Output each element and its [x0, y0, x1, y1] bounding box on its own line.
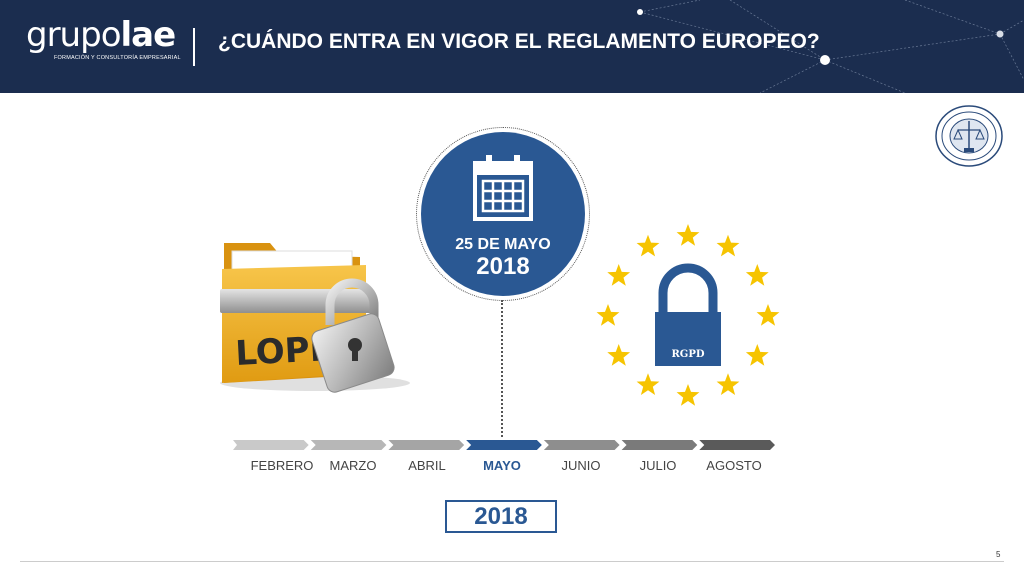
- timeline-segment: [310, 440, 387, 450]
- seal-icon: [935, 105, 1003, 167]
- eu-star: [676, 384, 700, 406]
- logo-thin-text: grupo: [26, 15, 121, 55]
- timeline-segment: [543, 440, 620, 450]
- month-marzo: MARZO: [329, 458, 377, 473]
- badge-date-text: 25 DE MAYO: [455, 236, 551, 253]
- eu-star: [607, 344, 631, 366]
- month-febrero: FEBRERO: [250, 458, 314, 473]
- eu-star: [745, 264, 769, 286]
- timeline-segment: [233, 440, 309, 450]
- eu-star: [636, 234, 660, 257]
- eu-star: [745, 344, 769, 366]
- logo-wordmark: grupolae: [26, 16, 181, 54]
- badge-year-text: 2018: [476, 253, 530, 280]
- timeline-segment: [699, 440, 775, 450]
- eu-star: [756, 304, 780, 326]
- month-julio: JULIO: [639, 458, 677, 473]
- eu-star: [716, 234, 740, 257]
- timeline-segment: [388, 440, 465, 450]
- month-mayo: MAYO: [483, 458, 521, 473]
- date-badge: 25 DE MAYO 2018: [416, 127, 590, 301]
- page-title: ¿CUÁNDO ENTRA EN VIGOR EL REGLAMENTO EUR…: [218, 30, 820, 53]
- timeline-segment: [621, 440, 698, 450]
- rgpd-label: RGPD: [671, 349, 704, 360]
- eu-stars-icon: [596, 224, 780, 406]
- eu-star: [607, 264, 631, 286]
- logo-bold-text: lae: [120, 15, 177, 55]
- dotted-connector: [501, 300, 503, 437]
- lopd-folder-graphic: LOPD: [220, 243, 410, 393]
- company-logo: grupolae FORMACIÓN Y CONSULTORÍA EMPRESA…: [26, 16, 181, 61]
- footer-divider: [20, 561, 1004, 562]
- logo-subtitle: FORMACIÓN Y CONSULTORÍA EMPRESARIAL: [54, 55, 181, 61]
- year-box: 2018: [445, 500, 557, 533]
- month-agosto: AGOSTO: [706, 458, 762, 473]
- eu-star: [636, 373, 660, 395]
- calendar-icon: [473, 155, 533, 221]
- header-bar: grupolae FORMACIÓN Y CONSULTORÍA EMPRESA…: [0, 0, 1024, 93]
- timeline-segment: [466, 440, 542, 450]
- eu-star: [716, 373, 740, 395]
- eu-rgpd-graphic: RGPD: [596, 224, 780, 406]
- page-number: 5: [996, 550, 1001, 559]
- eu-star: [676, 224, 700, 246]
- network-decoration: [637, 0, 1024, 93]
- padlock-icon: [311, 278, 395, 393]
- date-badge-circle: 25 DE MAYO 2018: [421, 132, 585, 296]
- month-abril: ABRIL: [408, 458, 446, 473]
- timeline-bar: [233, 440, 775, 450]
- header-divider: [193, 28, 195, 66]
- rgpd-padlock-icon: RGPD: [655, 263, 721, 366]
- month-junio: JUNIO: [561, 458, 601, 473]
- eu-star: [596, 304, 620, 326]
